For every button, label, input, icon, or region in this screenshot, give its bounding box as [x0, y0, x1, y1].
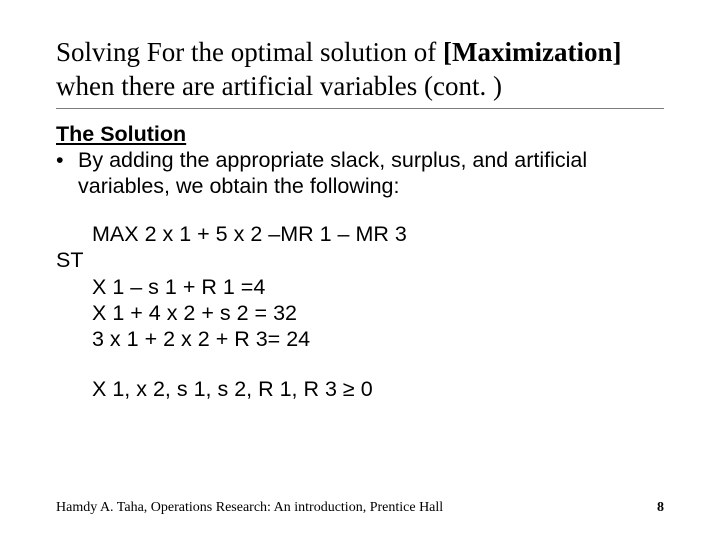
bullet-item: • By adding the appropriate slack, surpl… — [56, 147, 664, 199]
slide: Solving For the optimal solution of [Max… — [0, 0, 720, 540]
page-number: 8 — [657, 500, 664, 516]
bullet-text: By adding the appropriate slack, surplus… — [78, 147, 664, 199]
section-heading: The Solution — [56, 121, 664, 147]
spacer — [56, 199, 664, 221]
bullet-mark: • — [56, 147, 78, 199]
objective-line: MAX 2 x 1 + 5 x 2 –MR 1 – MR 3 — [92, 221, 664, 247]
title-prefix: Solving For the optimal solution of — [56, 37, 443, 67]
constraint-line: 3 x 1 + 2 x 2 + R 3= 24 — [92, 326, 664, 352]
title-rule — [56, 108, 664, 109]
title-maximization: [Maximization] — [443, 37, 621, 67]
constraints-block: X 1 – s 1 + R 1 =4 X 1 + 4 x 2 + s 2 = 3… — [56, 274, 664, 403]
footer-reference: Hamdy A. Taha, Operations Research: An i… — [56, 500, 443, 516]
st-label: ST — [56, 247, 664, 273]
slide-body: The Solution • By adding the appropriate… — [56, 121, 664, 403]
constraint-line: X 1 – s 1 + R 1 =4 — [92, 274, 664, 300]
title-suffix: when there are artificial variables (con… — [56, 71, 502, 101]
slide-title: Solving For the optimal solution of [Max… — [56, 36, 664, 104]
constraint-line: X 1 + 4 x 2 + s 2 = 32 — [92, 300, 664, 326]
nonnegativity-line: X 1, x 2, s 1, s 2, R 1, R 3 ≥ 0 — [92, 376, 664, 402]
objective-block: MAX 2 x 1 + 5 x 2 –MR 1 – MR 3 — [56, 221, 664, 247]
